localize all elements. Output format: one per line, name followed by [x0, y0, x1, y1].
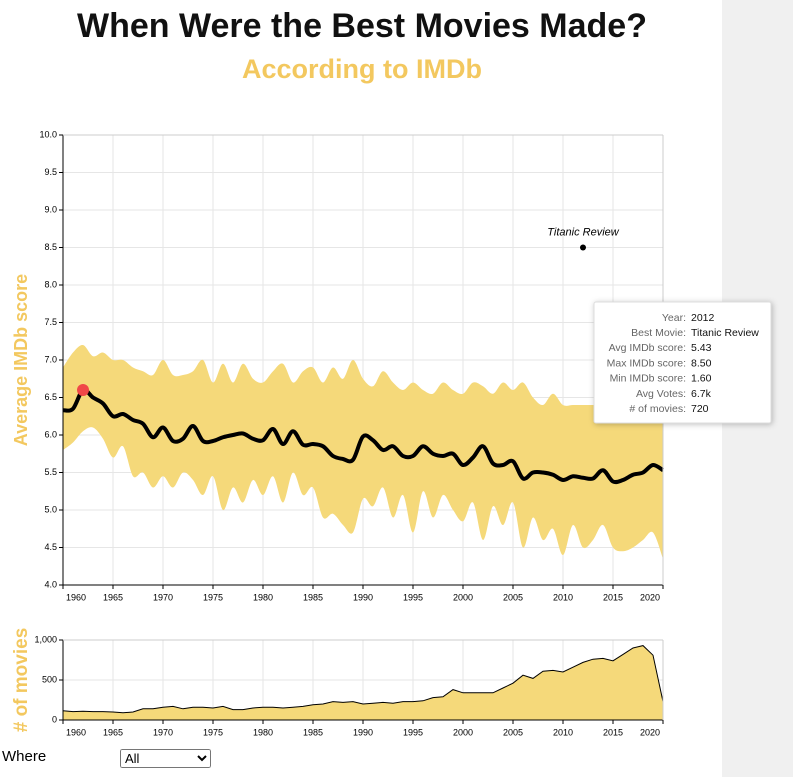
x-tick-label: 2010: [553, 727, 573, 737]
y-axis-label: Average IMDb score: [11, 274, 31, 446]
tooltip-value: 1.60: [691, 373, 712, 385]
y-tick-label: 4.0: [44, 579, 57, 589]
highlight-point: [77, 384, 89, 396]
y-tick-label: 1,000: [34, 634, 57, 644]
tooltip-value: 720: [691, 403, 709, 415]
y-tick-label: 6.0: [44, 429, 57, 439]
x-tick-label: 2005: [503, 727, 523, 737]
x-tick-label: 2010: [553, 592, 573, 602]
y-tick-label: 7.0: [44, 354, 57, 364]
tooltip-key: Min IMDb score:: [610, 373, 686, 385]
x-tick-label: 1995: [403, 727, 423, 737]
tooltip-value: 8.50: [691, 357, 712, 369]
x-tick-label: 2015: [603, 727, 623, 737]
x-tick-label: 1985: [303, 592, 323, 602]
band: [63, 344, 663, 559]
chart-subtitle: According to IMDb: [242, 54, 482, 84]
chart-title: When Were the Best Movies Made?: [77, 7, 647, 45]
tooltip: Year: 2012 Best Movie: Titanic Review Avg IM…: [593, 301, 772, 424]
count-area: [62, 645, 664, 721]
avg-line: [62, 387, 665, 485]
tooltip-box: [593, 301, 772, 424]
y-tick-label: 6.5: [44, 392, 57, 402]
x-tick-label: 1980: [253, 727, 273, 737]
filter-select[interactable]: All: [120, 749, 211, 768]
y-tick-label: 8.5: [44, 242, 57, 252]
x-tick-label: 1960: [66, 592, 86, 602]
x-tick-label: 1990: [353, 727, 373, 737]
y-tick-label: 7.5: [44, 317, 57, 327]
tooltip-key: Avg IMDb score:: [609, 342, 686, 354]
x-tick-label: 1975: [203, 727, 223, 737]
x-tick-label: 2005: [503, 592, 523, 602]
annotation-point: [580, 244, 586, 251]
x-tick-label: 2020: [640, 592, 660, 602]
x-tick-label: 1995: [403, 592, 423, 602]
y-tick-label: 0: [52, 714, 57, 724]
tooltip-key: Avg Votes:: [636, 388, 686, 400]
y-axis-label: # of movies: [11, 628, 32, 733]
y-tick-label: 10.0: [39, 129, 57, 139]
x-tick-label: 2000: [453, 592, 473, 602]
y-tick-label: 500: [42, 674, 57, 684]
y-tick-label: 5.5: [44, 467, 57, 477]
tooltip-key: Max IMDb score:: [607, 357, 686, 369]
tooltip-value: 6.7k: [691, 388, 712, 400]
x-tick-label: 1970: [153, 727, 173, 737]
tooltip-key: Best Movie:: [631, 327, 686, 339]
x-tick-label: 1965: [103, 592, 123, 602]
y-tick-label: 4.5: [44, 542, 57, 552]
x-tick-label: 1960: [66, 727, 86, 737]
x-tick-label: 1970: [153, 592, 173, 602]
x-tick-label: 1975: [203, 592, 223, 602]
x-tick-label: 2015: [603, 592, 623, 602]
x-tick-label: 1965: [103, 727, 123, 737]
y-tick-label: 9.5: [44, 167, 57, 177]
filter-label: Where: [2, 748, 47, 765]
x-tick-label: 1985: [303, 727, 323, 737]
y-tick-label: 8.0: [44, 279, 57, 289]
x-tick-label: 1990: [353, 592, 373, 602]
tooltip-key: Year:: [662, 312, 686, 324]
tooltip-value: 5.43: [691, 342, 712, 354]
x-tick-label: 1980: [253, 592, 273, 602]
tooltip-key: # of movies:: [629, 403, 686, 415]
annotation-label: Titanic Review: [547, 226, 619, 238]
x-tick-label: 2000: [453, 727, 473, 737]
tooltip-value: Titanic Review: [691, 327, 759, 339]
tooltip-value: 2012: [691, 312, 715, 324]
y-tick-label: 9.0: [44, 204, 57, 214]
x-tick-label: 2020: [640, 727, 660, 737]
y-tick-label: 5.0: [44, 504, 57, 514]
